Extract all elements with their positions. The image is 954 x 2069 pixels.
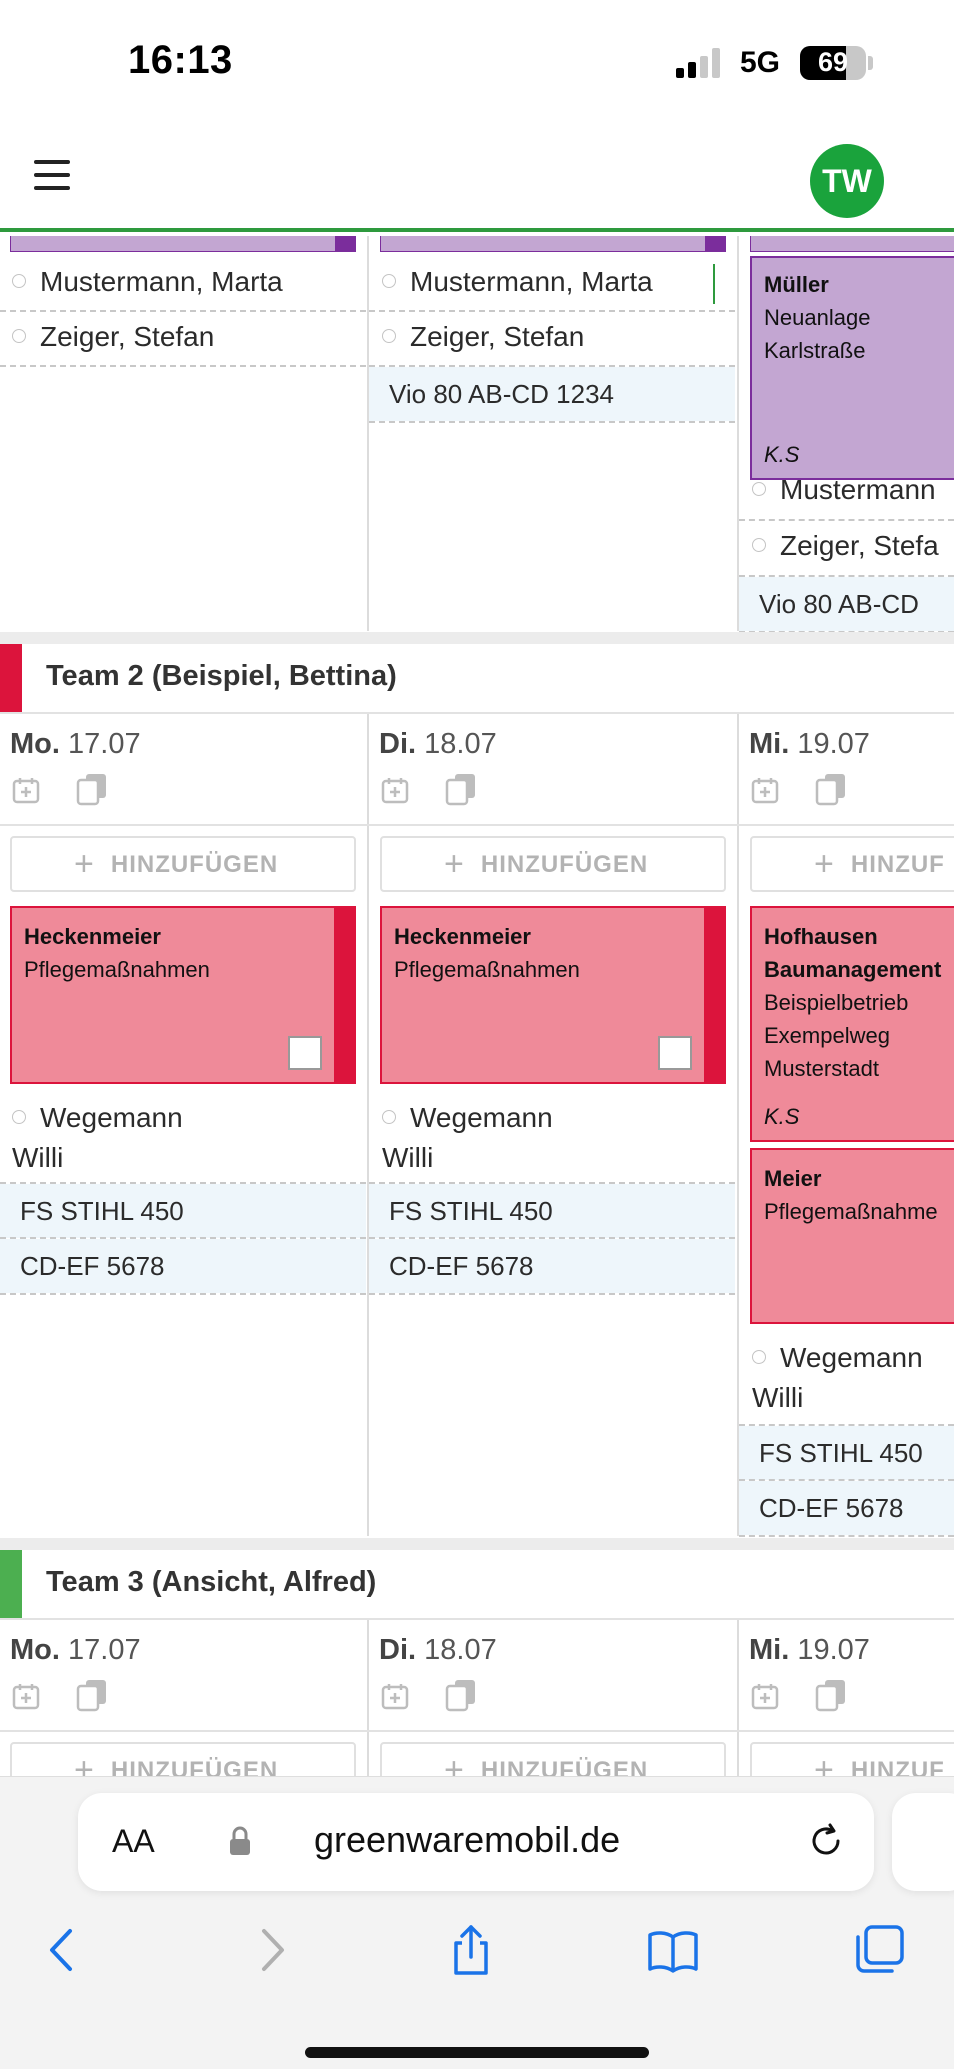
copy-icon[interactable] <box>74 1678 110 1712</box>
employee-item[interactable]: Zeiger, Stefan <box>382 321 584 353</box>
employee-item[interactable]: Wegemann Willi <box>12 1102 183 1173</box>
add-button[interactable]: + HINZUFÜGEN <box>380 1742 726 1776</box>
employee-item[interactable]: Zeiger, Stefan <box>12 321 214 353</box>
team-name: Team 3 (Ansicht, Alfred) <box>46 1566 377 1598</box>
hamburger-menu-icon[interactable] <box>34 160 70 190</box>
employee-item[interactable]: Mustermann <box>752 474 936 506</box>
job-card[interactable] <box>750 236 954 252</box>
copy-icon[interactable] <box>443 1678 479 1712</box>
team-header[interactable]: Team 2 (Beispiel, Bettina) <box>0 644 954 714</box>
calendar-add-icon[interactable] <box>751 776 779 804</box>
reload-icon[interactable] <box>804 1819 848 1863</box>
job-card[interactable]: Hofhausen Baumanagement Beispielbetrieb … <box>750 906 954 1142</box>
copy-icon[interactable] <box>813 772 849 806</box>
text-size-button[interactable]: AA <box>112 1823 155 1859</box>
planner-board: Mustermann, Marta Zeiger, Stefan Musterm… <box>0 236 954 1776</box>
job-card[interactable]: Meier Pflegemaßnahme <box>750 1148 954 1324</box>
back-icon[interactable] <box>36 1923 90 1977</box>
network-type: 5G <box>740 46 781 79</box>
resource-item[interactable]: Vio 80 AB-CD <box>739 577 954 631</box>
day-header: Mo. 17.07 <box>0 1620 366 1730</box>
battery-icon: 69 <box>800 46 866 80</box>
resource-item[interactable]: FS STIHL 450 <box>0 1184 366 1238</box>
resource-item[interactable]: FS STIHL 450 <box>739 1426 954 1480</box>
resource-item[interactable]: Vio 80 AB-CD 1234 <box>369 367 735 421</box>
share-icon[interactable] <box>444 1923 498 1977</box>
employee-item[interactable]: Zeiger, Stefa <box>752 530 939 562</box>
job-card[interactable]: Heckenmeier Pflegemaßnahmen <box>380 906 726 1084</box>
job-card[interactable]: Heckenmeier Pflegemaßnahmen <box>10 906 356 1084</box>
copy-icon[interactable] <box>813 1678 849 1712</box>
done-checkbox[interactable] <box>288 1036 322 1070</box>
job-card[interactable]: Müller Neuanlage Karlstraße K.S <box>750 256 954 480</box>
lock-icon <box>230 1826 250 1855</box>
resource-item[interactable]: CD-EF 5678 <box>739 1481 954 1535</box>
resource-item[interactable]: CD-EF 5678 <box>0 1239 366 1293</box>
tabs-icon[interactable] <box>852 1923 906 1977</box>
day-header: Mi. 19.07 <box>739 1620 954 1730</box>
app-header: TW <box>0 130 954 232</box>
status-bar: 16:13 5G 69 <box>0 0 954 130</box>
forward-icon[interactable] <box>244 1923 298 1977</box>
employee-item[interactable]: Wegemann Willi <box>382 1102 553 1173</box>
day-header: Mi. 19.07 <box>739 714 954 824</box>
copy-icon[interactable] <box>74 772 110 806</box>
signal-icon <box>676 48 724 78</box>
add-button[interactable]: + HINZUF <box>750 1742 954 1776</box>
url-text: greenwaremobil.de <box>314 1819 621 1860</box>
bookmarks-icon[interactable] <box>646 1923 700 1977</box>
day-header: Mo. 17.07 <box>0 714 366 824</box>
add-button[interactable]: + HINZUFÜGEN <box>380 836 726 892</box>
employee-item[interactable]: Mustermann, Marta <box>382 266 653 298</box>
resource-item[interactable]: CD-EF 5678 <box>369 1239 735 1293</box>
battery-percent: 69 <box>817 47 849 77</box>
calendar-add-icon[interactable] <box>381 776 409 804</box>
calendar-add-icon[interactable] <box>12 776 40 804</box>
next-tab-peek[interactable] <box>892 1793 954 1891</box>
calendar-add-icon[interactable] <box>751 1682 779 1710</box>
day-header: Di. 18.07 <box>369 714 735 824</box>
calendar-add-icon[interactable] <box>12 1682 40 1710</box>
resource-item[interactable]: FS STIHL 450 <box>369 1184 735 1238</box>
add-button[interactable]: + HINZUFÜGEN <box>10 836 356 892</box>
calendar-add-icon[interactable] <box>381 1682 409 1710</box>
browser-toolbar: AA greenwaremobil.de <box>0 1776 954 2069</box>
add-button[interactable]: + HINZUFÜGEN <box>10 1742 356 1776</box>
job-card[interactable] <box>380 236 726 252</box>
team-header[interactable]: Team 3 (Ansicht, Alfred) <box>0 1550 954 1620</box>
add-button[interactable]: + HINZUF <box>750 836 954 892</box>
job-card[interactable] <box>10 236 356 252</box>
status-time: 16:13 <box>128 38 233 82</box>
user-avatar[interactable]: TW <box>810 144 884 218</box>
team-name: Team 2 (Beispiel, Bettina) <box>46 660 397 692</box>
copy-icon[interactable] <box>443 772 479 806</box>
employee-item[interactable]: Wegemann Willi <box>752 1342 923 1413</box>
day-header: Di. 18.07 <box>369 1620 735 1730</box>
address-bar[interactable]: AA greenwaremobil.de <box>78 1793 874 1891</box>
home-indicator[interactable] <box>305 2047 649 2058</box>
done-checkbox[interactable] <box>658 1036 692 1070</box>
employee-item[interactable]: Mustermann, Marta <box>12 266 283 298</box>
